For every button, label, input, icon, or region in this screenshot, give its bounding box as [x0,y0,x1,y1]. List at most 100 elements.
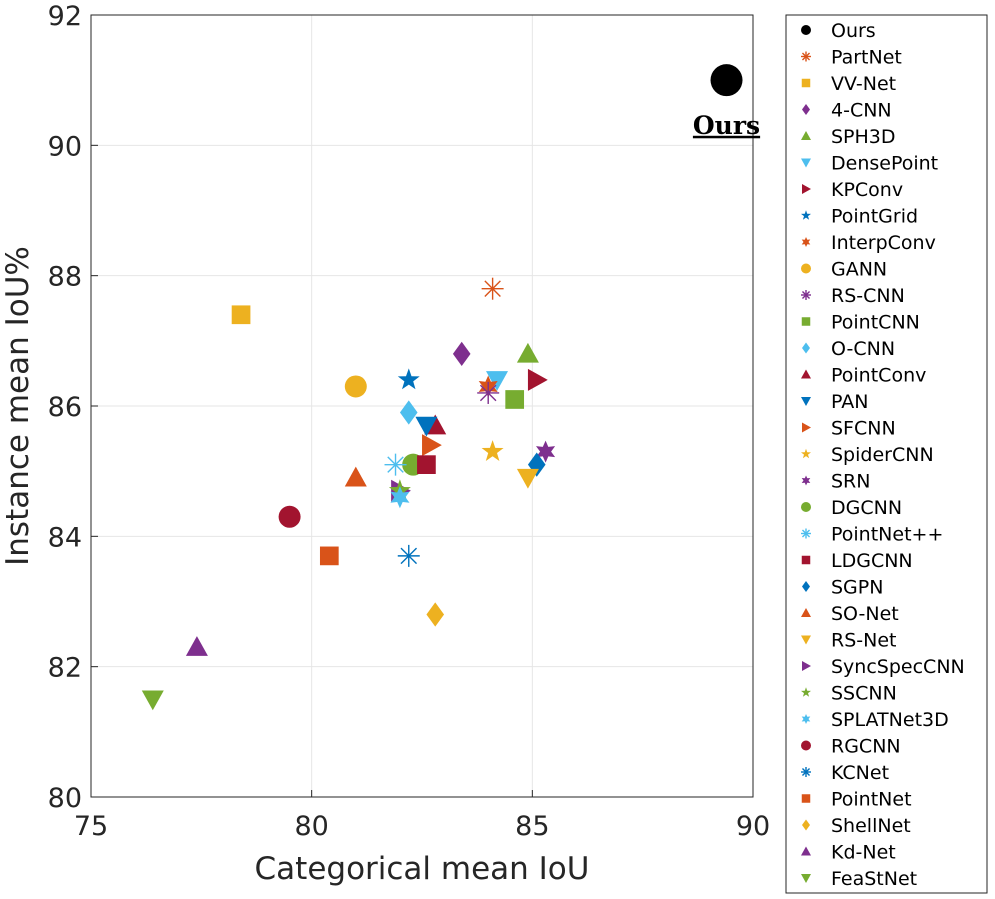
data-point [422,434,442,457]
legend-marker [801,687,811,697]
legend-marker [801,740,811,751]
legend-item: DGCNN [801,497,902,519]
legend-label: RS-Net [831,630,896,652]
x-tick-label: 90 [736,811,770,842]
legend-item: GANN [801,259,887,281]
legend-marker [801,448,811,459]
legend-item: SFCNN [802,418,896,440]
legend-marker [801,131,811,140]
y-tick-label: 88 [48,262,82,293]
legend-marker [801,475,811,486]
legend-marker [801,767,811,777]
legend-item: Ours [801,20,876,42]
x-axis-title: Categorical mean IoU [255,851,590,887]
data-point [452,341,471,366]
legend-label: SRN [831,471,870,493]
legend-item: SRN [801,471,870,493]
data-point [477,381,500,404]
legend-marker [802,422,811,433]
y-tick-label: 90 [48,131,82,162]
ours-annotation: Ours [693,111,760,140]
legend-label: FeaStNet [831,868,917,890]
legend-marker [801,78,811,88]
legend-box [785,14,988,894]
legend-label: SSCNN [831,683,897,705]
data-markers [141,64,743,711]
legend-label: PointNet++ [831,524,943,546]
legend-label: SpiderCNN [831,444,934,466]
legend-item: PartNet [801,47,902,69]
legend-label: O-CNN [831,338,895,360]
data-point [417,455,436,474]
legend-label: PointCNN [831,312,920,334]
data-point [505,390,525,409]
legend-label: VV-Net [831,73,896,95]
data-point [344,466,367,487]
data-point [415,416,438,437]
legend-item: 4-CNN [802,100,892,122]
legend-item: PointConv [801,365,926,387]
legend-item: LDGCNN [801,550,913,572]
y-tick-label: 86 [48,392,82,423]
legend-marker [801,25,811,35]
legend-marker [802,342,810,354]
legend-item: ShellNet [802,815,911,837]
legend-label: InterpConv [831,232,936,254]
legend-marker [801,51,811,62]
legend-item: RS-Net [801,630,896,652]
legend-item: SSCNN [801,683,897,705]
legend-marker [802,819,810,831]
legend-label: RS-CNN [831,285,905,307]
legend-label: PointGrid [831,206,918,228]
y-tick-label: 82 [48,653,82,684]
legend-label: SO-Net [831,603,899,625]
legend-item: SPH3D [801,126,896,148]
legend-label: Kd-Net [831,842,896,864]
legend-item: PointNet++ [801,524,943,546]
legend-label: SPLATNet3D [831,709,949,731]
y-tick-label: 92 [48,1,82,32]
data-point [390,486,410,509]
data-point [527,368,548,391]
x-tick-label: 75 [74,811,108,842]
legend-item: RGCNN [801,736,901,758]
data-point [141,690,164,711]
legend-item: PAN [801,391,868,413]
legend-item: SpiderCNN [801,444,934,466]
legend-marker [801,608,811,617]
legend-marker [802,581,810,592]
data-point [278,505,301,528]
legend-label: ShellNet [831,815,911,837]
data-point [397,544,420,567]
data-point [486,371,509,391]
data-point [384,453,407,476]
legend-label: PartNet [831,47,902,69]
legend-label: PointConv [831,365,926,387]
legend-label: SPH3D [831,126,896,148]
legend-label: KCNet [831,762,889,784]
legend-label: PointNet [831,789,912,811]
legend-marker [802,184,811,194]
legend-label: RGCNN [831,736,901,758]
legend: Ours PartNet VV-Net 4-CNN SPH3D DensePoint KPC… [785,14,988,894]
data-point [481,277,504,300]
legend-item: SyncSpecCNN [802,656,965,678]
legend-label: LDGCNN [831,550,913,572]
legend-label: GANN [831,259,887,281]
legend-marker [801,158,811,168]
y-axis-title: Instance mean IoU% [0,246,36,566]
legend-marker [801,502,811,512]
legend-marker [802,104,810,115]
legend-item: O-CNN [802,338,895,360]
legend-label: DensePoint [831,153,938,175]
legend-marker [801,635,811,645]
legend-item: PointCNN [801,312,920,334]
y-tick-label: 80 [48,783,82,814]
legend-label: SyncSpecCNN [831,656,965,678]
legend-item: PointNet [801,789,912,811]
data-point [481,440,504,461]
legend-item: VV-Net [801,73,896,95]
data-point [536,440,556,463]
